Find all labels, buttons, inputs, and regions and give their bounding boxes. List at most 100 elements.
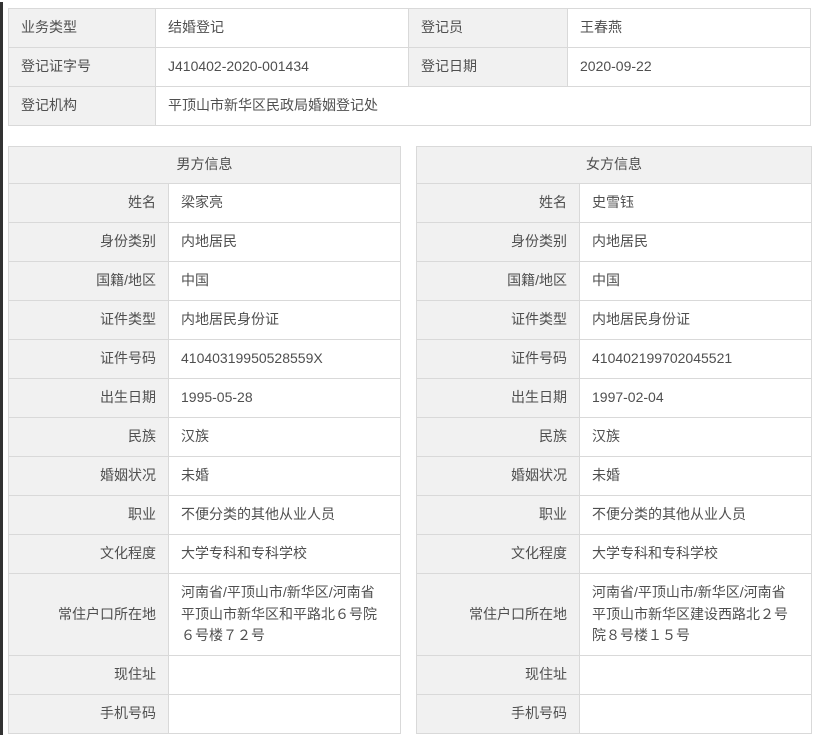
field-value: 中国 — [579, 261, 812, 301]
field-value: 不便分类的其他从业人员 — [579, 495, 812, 535]
table-row: 出生日期 1995-05-28 — [8, 378, 401, 418]
field-label: 职业 — [416, 495, 580, 535]
field-label: 证件类型 — [8, 300, 169, 340]
field-value — [579, 655, 812, 696]
female-section-title: 女方信息 — [416, 146, 812, 184]
person-info-section: 男方信息 姓名 梁家亮 身份类别 内地居民 国籍/地区 中国 证件类型 内地居民身份证 … — [8, 146, 812, 735]
field-label: 身份类别 — [8, 222, 169, 262]
field-label: 证件类型 — [416, 300, 580, 340]
table-row: 文化程度 大学专科和专科学校 — [8, 534, 401, 574]
table-row: 身份类别 内地居民 — [8, 222, 401, 262]
cert-no-label: 登记证字号 — [8, 47, 156, 87]
table-row: 现住址 — [8, 655, 401, 696]
table-row: 国籍/地区 中国 — [416, 261, 812, 301]
field-label: 国籍/地区 — [8, 261, 169, 301]
field-label: 出生日期 — [8, 378, 169, 418]
field-label: 职业 — [8, 495, 169, 535]
field-label: 常住户口所在地 — [8, 572, 169, 657]
field-value: 未婚 — [579, 456, 812, 496]
table-row: 常住户口所在地 河南省/平顶山市/新华区/河南省平顶山市新华区和平路北６号院６号楼… — [8, 572, 401, 657]
field-value: 内地居民 — [168, 222, 401, 262]
field-value: 汉族 — [579, 417, 812, 457]
table-row: 出生日期 1997-02-04 — [416, 378, 812, 418]
table-row: 职业 不便分类的其他从业人员 — [8, 495, 401, 535]
registration-summary-table: 业务类型 结婚登记 登记员 王春燕 登记证字号 J410402-2020-001… — [8, 8, 811, 126]
field-label: 证件号码 — [416, 339, 580, 379]
record-content: 业务类型 结婚登记 登记员 王春燕 登记证字号 J410402-2020-001… — [8, 8, 812, 735]
field-value: 梁家亮 — [168, 183, 401, 223]
field-label: 文化程度 — [416, 534, 580, 574]
field-label: 手机号码 — [416, 694, 580, 735]
table-row: 姓名 史雪钰 — [416, 183, 812, 223]
field-label: 常住户口所在地 — [416, 572, 580, 657]
table-row: 男方信息 — [8, 146, 401, 184]
field-value — [168, 694, 401, 735]
field-label: 手机号码 — [8, 694, 169, 735]
field-value: 内地居民 — [579, 222, 812, 262]
field-label: 现住址 — [8, 655, 169, 696]
org-label: 登记机构 — [8, 86, 156, 126]
field-value: 内地居民身份证 — [579, 300, 812, 340]
table-row: 常住户口所在地 河南省/平顶山市/新华区/河南省平顶山市新华区建设西路北２号院８号… — [416, 572, 812, 657]
field-label: 出生日期 — [416, 378, 580, 418]
field-value: 大学专科和专科学校 — [579, 534, 812, 574]
field-label: 婚姻状况 — [8, 456, 169, 496]
table-row: 登记证字号 J410402-2020-001434 登记日期 2020-09-2… — [8, 47, 811, 87]
table-row: 登记机构 平顶山市新华区民政局婚姻登记处 — [8, 86, 811, 126]
field-value: 41040319950528559X — [168, 339, 401, 379]
field-label: 身份类别 — [416, 222, 580, 262]
field-value: 大学专科和专科学校 — [168, 534, 401, 574]
org-value: 平顶山市新华区民政局婚姻登记处 — [155, 86, 811, 126]
male-info-table: 男方信息 姓名 梁家亮 身份类别 内地居民 国籍/地区 中国 证件类型 内地居民身份证 … — [8, 146, 401, 735]
field-label: 姓名 — [416, 183, 580, 223]
field-label: 姓名 — [8, 183, 169, 223]
registrar-label: 登记员 — [408, 8, 568, 48]
field-value: 未婚 — [168, 456, 401, 496]
table-row: 证件类型 内地居民身份证 — [8, 300, 401, 340]
window-left-edge — [0, 2, 3, 735]
reg-date-label: 登记日期 — [408, 47, 568, 87]
field-value — [579, 694, 812, 735]
male-section-title: 男方信息 — [8, 146, 401, 184]
table-row: 证件号码 410402199702045521 — [416, 339, 812, 379]
field-value: 内地居民身份证 — [168, 300, 401, 340]
reg-date-value: 2020-09-22 — [567, 47, 811, 87]
table-row: 国籍/地区 中国 — [8, 261, 401, 301]
table-row: 女方信息 — [416, 146, 812, 184]
cert-no-value: J410402-2020-001434 — [155, 47, 409, 87]
table-row: 姓名 梁家亮 — [8, 183, 401, 223]
field-value: 史雪钰 — [579, 183, 812, 223]
table-row: 手机号码 — [8, 694, 401, 735]
table-row: 业务类型 结婚登记 登记员 王春燕 — [8, 8, 811, 48]
field-label: 国籍/地区 — [416, 261, 580, 301]
field-value: 河南省/平顶山市/新华区/河南省平顶山市新华区和平路北６号院６号楼７２号 — [168, 572, 401, 657]
table-row: 文化程度 大学专科和专科学校 — [416, 534, 812, 574]
table-row: 民族 汉族 — [8, 417, 401, 457]
field-value — [168, 655, 401, 696]
field-value: 1997-02-04 — [579, 378, 812, 418]
field-label: 证件号码 — [8, 339, 169, 379]
field-value: 汉族 — [168, 417, 401, 457]
table-row: 职业 不便分类的其他从业人员 — [416, 495, 812, 535]
table-row: 身份类别 内地居民 — [416, 222, 812, 262]
table-row: 现住址 — [416, 655, 812, 696]
field-label: 婚姻状况 — [416, 456, 580, 496]
table-row: 证件类型 内地居民身份证 — [416, 300, 812, 340]
business-type-value: 结婚登记 — [155, 8, 409, 48]
field-value: 河南省/平顶山市/新华区/河南省平顶山市新华区建设西路北２号院８号楼１５号 — [579, 572, 812, 657]
field-label: 文化程度 — [8, 534, 169, 574]
field-value: 1995-05-28 — [168, 378, 401, 418]
table-row: 婚姻状况 未婚 — [416, 456, 812, 496]
field-value: 不便分类的其他从业人员 — [168, 495, 401, 535]
table-row: 民族 汉族 — [416, 417, 812, 457]
table-row: 婚姻状况 未婚 — [8, 456, 401, 496]
field-value: 中国 — [168, 261, 401, 301]
table-row: 手机号码 — [416, 694, 812, 735]
field-label: 民族 — [8, 417, 169, 457]
table-row: 证件号码 41040319950528559X — [8, 339, 401, 379]
registrar-value: 王春燕 — [567, 8, 811, 48]
field-value: 410402199702045521 — [579, 339, 812, 379]
business-type-label: 业务类型 — [8, 8, 156, 48]
field-label: 现住址 — [416, 655, 580, 696]
